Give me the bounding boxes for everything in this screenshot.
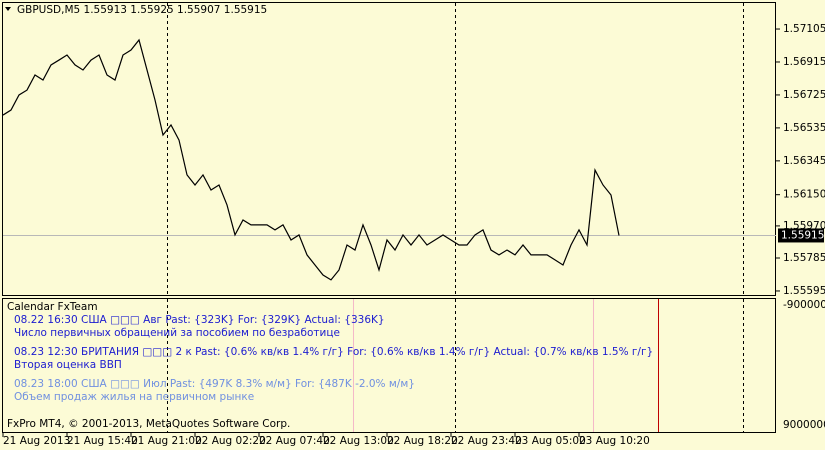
price-line: [2, 38, 620, 281]
y-tick-label: 1.56345: [783, 155, 825, 167]
y-tick-label: 1.55785: [783, 252, 825, 264]
event-description: Число первичных обращений за пособием по…: [14, 327, 340, 339]
x-tick-label: 21 Aug 21:00: [131, 435, 202, 447]
event-title: 08.22 16:30 США □□□ Авг Past: {323K} For…: [14, 314, 385, 326]
indicator-pane: [2, 298, 776, 433]
y-tick-label: 1.56915: [783, 56, 825, 68]
x-tick-label: 22 Aug 02:20: [195, 435, 266, 447]
event-title: 08.23 12:30 БРИТАНИЯ □□□ 2 к Past: {0.6%…: [14, 346, 653, 358]
x-tick-label: 22 Aug 07:40: [259, 435, 330, 447]
x-tick-label: 22 Aug 13:00: [323, 435, 394, 447]
last-price-box: [778, 228, 824, 243]
x-tick-label: 23 Aug 05:00: [515, 435, 586, 447]
x-tick-label: 21 Aug 2013: [3, 435, 70, 447]
x-tick-label: 22 Aug 18:20: [387, 435, 458, 447]
menu-arrow[interactable]: [5, 7, 11, 11]
indicator-scale: 9000000: [783, 419, 825, 431]
event-title: 08.23 18:00 США □□□ Июл Past: {497K 8.3%…: [14, 378, 415, 390]
chart-title: GBPUSD,M5 1.55913 1.55925 1.55907 1.5591…: [17, 4, 267, 16]
last-price-label: 1.55915: [781, 229, 824, 241]
x-tick-label: 22 Aug 23:40: [451, 435, 522, 447]
footer: FxPro MT4, © 2001-2013, MetaQuotes Softw…: [7, 418, 290, 430]
event-description: Вторая оценка ВВП: [14, 359, 122, 371]
y-tick-label: 1.56150: [783, 189, 825, 201]
day-separators: [167, 3, 744, 432]
event-description: Объем продаж жилья на первичном рынке: [14, 391, 254, 403]
y-tick-label: 1.56535: [783, 122, 825, 134]
main-pane: [2, 2, 776, 296]
indicator-name: Calendar FxTeam: [7, 301, 98, 313]
indicator-scale: -9000000: [783, 299, 825, 311]
x-tick-label: 21 Aug 15:40: [67, 435, 138, 447]
y-tick-label: 1.56725: [783, 89, 825, 101]
y-tick-label: 1.57105: [783, 23, 825, 35]
y-tick-label: 1.55595: [783, 285, 825, 297]
x-tick-label: 23 Aug 10:20: [579, 435, 650, 447]
